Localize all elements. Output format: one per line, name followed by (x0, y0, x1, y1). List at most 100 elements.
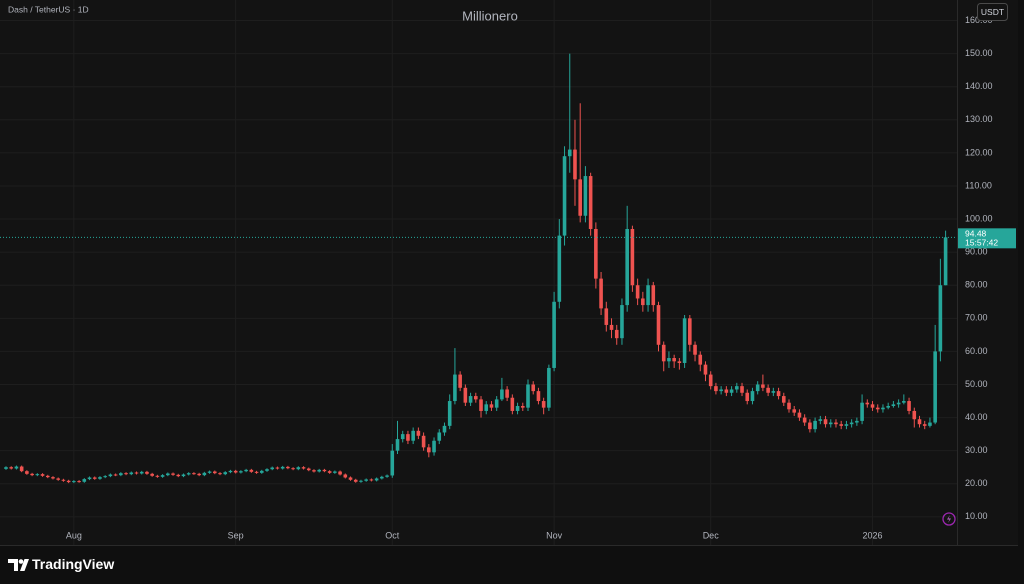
candle-body (787, 402, 791, 410)
candle-body (755, 384, 760, 392)
candle-body (839, 424, 843, 426)
candle-body (9, 467, 14, 469)
currency-label[interactable]: USDT (981, 7, 1004, 17)
candle-body (588, 176, 593, 229)
candle-body (432, 440, 436, 453)
candle-body (134, 472, 139, 474)
candle-body (192, 473, 196, 475)
candle-body (875, 407, 880, 410)
candle-body (327, 471, 332, 473)
candle-body (740, 386, 744, 393)
candle-body (124, 473, 128, 475)
candle-body (677, 361, 682, 363)
candle-body (228, 470, 233, 473)
candle-body (458, 374, 462, 388)
candle-body (688, 318, 692, 345)
candle-body (891, 404, 896, 406)
candle-body (411, 430, 415, 441)
candle-body (703, 364, 708, 375)
x-tick-label: Dec (703, 530, 720, 540)
candle-body (609, 324, 614, 330)
candle-body (45, 475, 50, 478)
candle-body (160, 475, 165, 477)
candle-body (557, 235, 562, 302)
candle-body (56, 478, 60, 480)
candle-body (301, 467, 306, 469)
y-tick-label: 80.00 (965, 280, 988, 290)
y-tick-label: 150.00 (965, 48, 993, 58)
candle-body (625, 228, 629, 306)
candle-body (714, 386, 718, 392)
brand-logo[interactable]: TradingView (8, 556, 114, 572)
candle-body (474, 396, 478, 400)
candle-body (567, 149, 572, 157)
axes: 10.00 20.00 30.00 40.00 50.00 60.00 70.00 80.00… (66, 15, 1016, 540)
candle-body (249, 469, 254, 472)
candle-body (312, 470, 316, 472)
candle-body (468, 396, 473, 403)
candle-body (630, 228, 635, 286)
y-tick-label: 90.00 (965, 247, 988, 257)
candle-body (400, 434, 405, 440)
candle-body (374, 478, 379, 481)
candle-body (912, 410, 917, 420)
candle-body (218, 473, 222, 475)
candle-body (406, 434, 410, 441)
candle-body (583, 176, 588, 216)
candle-body (933, 351, 937, 423)
y-tick-label: 20.00 (965, 478, 988, 488)
candle-body (333, 471, 337, 473)
x-tick-label: Nov (546, 530, 563, 540)
candle-body (317, 469, 321, 472)
candle-body (35, 474, 40, 476)
candle-body (922, 424, 927, 426)
candle-body (708, 374, 713, 387)
candle-body (286, 466, 290, 469)
candle-body (51, 477, 55, 479)
candle-body (510, 397, 515, 411)
candle-body (61, 479, 66, 481)
candle-body (108, 474, 113, 477)
candle-body (103, 476, 107, 478)
candle-body (489, 404, 494, 408)
candle-body (82, 479, 87, 482)
candle-body (834, 422, 838, 425)
candle-body (907, 401, 911, 411)
candle-body (552, 301, 556, 368)
last-price-tag (958, 228, 1016, 249)
candle-body (213, 471, 217, 474)
candle-body (427, 447, 431, 453)
currency-button[interactable] (977, 3, 1008, 21)
candle-body (254, 471, 259, 473)
candle-body (447, 401, 452, 426)
candle-body (797, 412, 802, 418)
y-tick-label: 40.00 (965, 412, 988, 422)
candle-body (87, 477, 92, 480)
brand-name[interactable]: TradingView (32, 556, 114, 572)
candle-body (599, 278, 603, 309)
x-tick-label: Sep (228, 530, 244, 540)
candle-body (860, 402, 864, 421)
candle-body (155, 475, 160, 477)
candle-body (515, 406, 520, 411)
logo-mark (8, 559, 18, 571)
lightning-icon[interactable] (942, 512, 956, 526)
candle-body (651, 285, 656, 306)
candle-body (750, 391, 755, 402)
y-tick-label: 100.00 (965, 213, 993, 223)
candle-body (536, 391, 541, 402)
candle-body (724, 389, 729, 393)
candle-body (77, 481, 81, 483)
candle-body (66, 480, 71, 483)
candle-body (520, 406, 525, 408)
candle-body (943, 237, 948, 286)
candle-body (828, 422, 833, 425)
y-tick-label: 50.00 (965, 379, 988, 389)
candle-body (484, 404, 489, 411)
candle-body (119, 473, 123, 476)
candle-body (202, 472, 207, 476)
candle-body (938, 285, 943, 352)
candle-body (150, 473, 154, 476)
candle-body (437, 432, 442, 441)
